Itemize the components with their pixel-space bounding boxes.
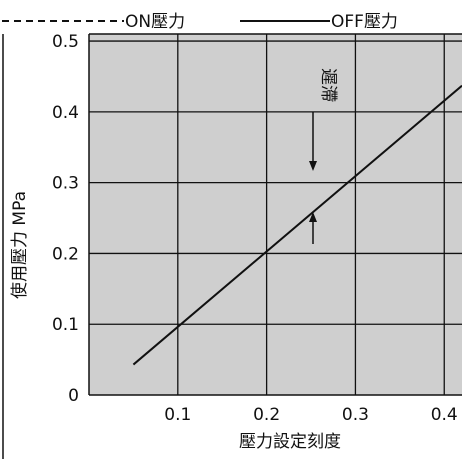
x-tick-label: 0.3: [342, 405, 369, 425]
x-tick-label: 0.1: [164, 405, 191, 425]
y-ticks: 0 0.1 0.2 0.3 0.4 0.5: [52, 32, 79, 406]
y-tick-label: 0.5: [52, 32, 79, 52]
hysteresis-arrowhead-down: [309, 161, 317, 171]
y-tick-label: 0.1: [52, 315, 79, 335]
x-ticks: 0.1 0.2 0.3 0.4: [164, 405, 457, 425]
legend: ON壓力 OFF壓力: [2, 12, 398, 32]
plot-area: [89, 34, 462, 395]
series-line-off: [132, 84, 462, 366]
x-tick-label: 0.2: [253, 405, 280, 425]
y-tick-label: 0: [68, 386, 79, 406]
legend-on-label: ON壓力: [125, 12, 185, 32]
legend-off-label: OFF壓力: [331, 12, 398, 32]
y-tick-label: 0.4: [52, 103, 79, 123]
hysteresis-annotation: 遲滯: [309, 68, 338, 244]
series: [132, 84, 462, 366]
hysteresis-arrowhead-up: [309, 212, 317, 222]
x-axis-label: 壓力設定刻度: [239, 432, 341, 452]
y-tick-label: 0.3: [52, 174, 79, 194]
hysteresis-label: 遲滯: [318, 68, 338, 102]
y-axis-label: 使用壓力 MPa: [9, 191, 30, 299]
grid: [88, 33, 462, 396]
x-tick-label: 0.4: [431, 405, 458, 425]
y-tick-label: 0.2: [52, 244, 79, 264]
